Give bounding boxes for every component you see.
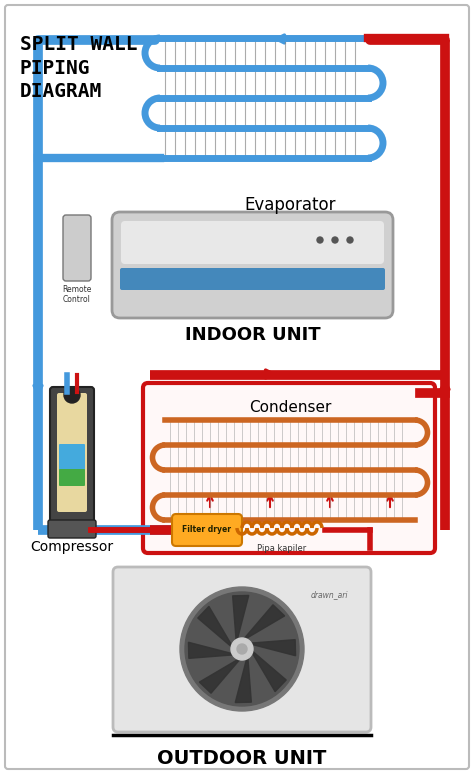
FancyBboxPatch shape <box>121 221 384 264</box>
Circle shape <box>347 237 353 243</box>
Text: Pipa kapiler: Pipa kapiler <box>257 544 307 553</box>
Circle shape <box>64 387 80 403</box>
Polygon shape <box>250 649 286 692</box>
FancyBboxPatch shape <box>5 5 469 769</box>
FancyBboxPatch shape <box>48 520 96 538</box>
Text: OUTDOOR UNIT: OUTDOOR UNIT <box>157 749 327 768</box>
Polygon shape <box>198 606 234 649</box>
Text: Compressor: Compressor <box>30 540 114 554</box>
Text: Evaporator: Evaporator <box>244 196 336 214</box>
FancyBboxPatch shape <box>63 215 91 281</box>
FancyBboxPatch shape <box>59 469 85 486</box>
FancyBboxPatch shape <box>113 567 371 732</box>
Text: Remote
Control: Remote Control <box>62 285 91 304</box>
FancyBboxPatch shape <box>50 387 94 533</box>
Polygon shape <box>242 604 285 641</box>
FancyBboxPatch shape <box>172 514 242 546</box>
FancyBboxPatch shape <box>59 444 85 476</box>
Polygon shape <box>235 655 251 703</box>
Text: INDOOR UNIT: INDOOR UNIT <box>185 326 321 344</box>
Circle shape <box>237 644 247 654</box>
Text: SPLIT WALL
PIPING
DIAGRAM: SPLIT WALL PIPING DIAGRAM <box>20 35 137 101</box>
Circle shape <box>231 638 253 660</box>
Polygon shape <box>233 595 249 643</box>
Circle shape <box>185 592 299 706</box>
Text: Filter dryer: Filter dryer <box>182 526 231 535</box>
Circle shape <box>332 237 338 243</box>
Polygon shape <box>247 639 296 656</box>
Polygon shape <box>189 642 237 659</box>
Circle shape <box>180 587 304 711</box>
Text: drawn_ari: drawn_ari <box>310 590 348 599</box>
FancyBboxPatch shape <box>120 268 385 290</box>
FancyBboxPatch shape <box>112 212 393 318</box>
Circle shape <box>317 237 323 243</box>
FancyBboxPatch shape <box>143 383 435 553</box>
Polygon shape <box>200 657 242 694</box>
FancyBboxPatch shape <box>57 393 87 512</box>
Text: Condenser: Condenser <box>249 400 331 415</box>
